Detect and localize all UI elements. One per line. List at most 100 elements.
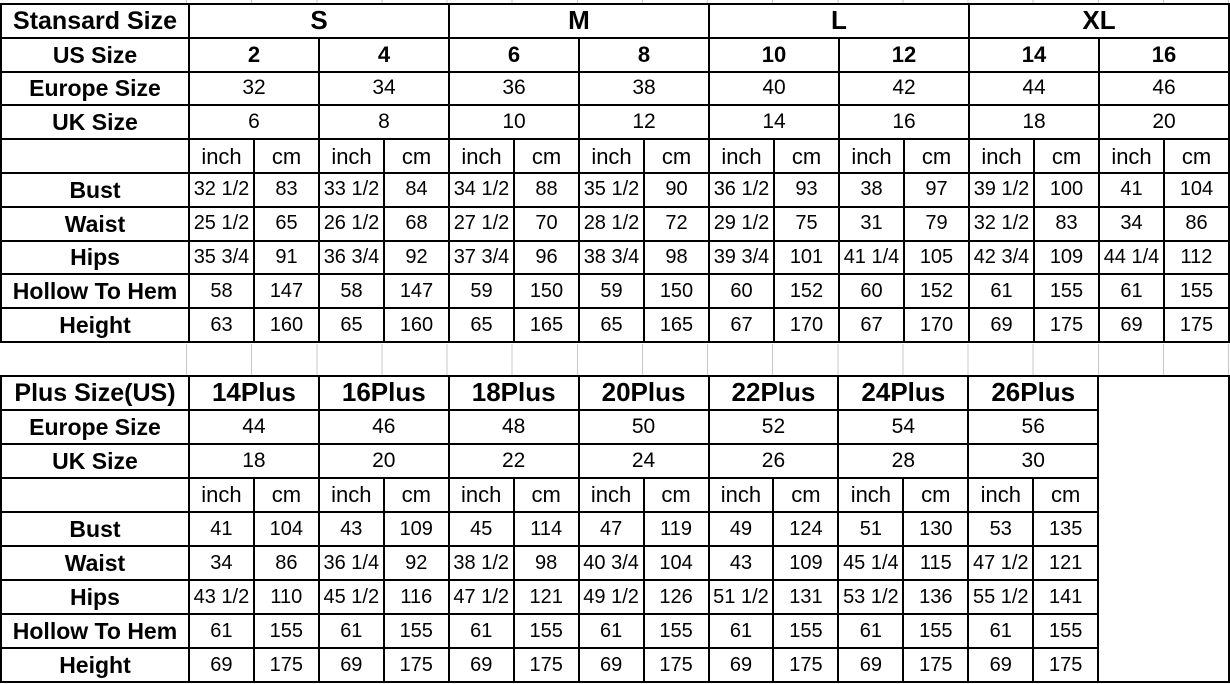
size-value-cell: 16 [838, 104, 970, 141]
size-value-cell: 42 [838, 70, 970, 107]
measure-value-cell: 51 [837, 511, 905, 547]
standard_table-corner-label: Stansard Size [0, 3, 190, 39]
measure-value-cell: 109 [382, 511, 450, 547]
unit-label-cell: inch [318, 138, 385, 174]
plus-size-table: Plus Size(US) 14Plus 16Plus 18Plus 20Plus 22P… [0, 375, 1230, 683]
top-gridline-strip [186, 0, 1229, 3]
measure-value-cell: 69 [187, 647, 255, 683]
size-value-cell: 44 [968, 70, 1100, 107]
unit-label-cell: cm [902, 477, 970, 513]
measure-value-cell: 109 [772, 545, 840, 581]
standard-size-table: Stansard Size S M L XL US Size 2 4 6 8 10 12 14 16 Eur… [0, 3, 1230, 343]
measure-value-cell: 98 [512, 545, 580, 581]
size-row-label: UK Size [0, 443, 190, 479]
measure-value-cell: 83 [253, 171, 320, 208]
measure-value-cell: 69 [1098, 307, 1165, 343]
measure-value-cell: 175 [772, 647, 840, 683]
measure-value-cell: 59 [578, 273, 645, 310]
measure-value-cell: 38 [838, 171, 905, 208]
measure-value-cell: 155 [512, 613, 580, 649]
unit-label-cell: inch [968, 138, 1035, 174]
size-value-cell: 6 [188, 104, 320, 141]
measure-value-cell: 41 1/4 [838, 239, 905, 276]
measure-value-cell: 32 1/2 [188, 171, 255, 208]
measure-value-cell: 155 [252, 613, 320, 649]
measure-value-cell: 160 [383, 307, 450, 343]
measure-value-cell: 39 1/2 [968, 171, 1035, 208]
measure-value-cell: 31 [838, 205, 905, 242]
measure-value-cell: 43 1/2 [187, 579, 255, 615]
unit-label-cell: inch [317, 477, 385, 513]
measure-value-cell: 61 [187, 613, 255, 649]
measure-value-cell: 126 [642, 579, 710, 615]
measure-value-cell: 35 3/4 [188, 239, 255, 276]
measure-value-cell: 86 [252, 545, 320, 581]
measure-value-cell: 36 1/4 [317, 545, 385, 581]
measure-value-cell: 59 [448, 273, 515, 310]
measure-value-cell: 69 [447, 647, 515, 683]
group-header-cell: 18Plus [447, 375, 580, 411]
measure-value-cell: 155 [1033, 273, 1100, 310]
measure-value-cell: 61 [968, 273, 1035, 310]
measure-value-cell: 61 [1098, 273, 1165, 310]
measure-value-cell: 61 [317, 613, 385, 649]
measure-value-cell: 152 [773, 273, 840, 310]
measure-value-cell: 165 [643, 307, 710, 343]
size-value-cell: 20 [317, 443, 450, 479]
size-value-cell: 12 [578, 104, 710, 141]
unit-row-empty-corner [0, 477, 190, 513]
size-value-cell: 12 [838, 36, 970, 73]
measure-value-cell: 90 [643, 171, 710, 208]
measure-value-cell: 36 3/4 [318, 239, 385, 276]
unit-label-cell: inch [707, 477, 775, 513]
size-value-cell: 56 [967, 409, 1100, 445]
size-value-cell: 18 [187, 443, 320, 479]
plus_table-corner-label: Plus Size(US) [0, 375, 190, 411]
size-value-cell: 10 [708, 36, 840, 73]
size-value-cell: 38 [578, 70, 710, 107]
measure-value-cell: 175 [512, 647, 580, 683]
measure-value-cell: 124 [772, 511, 840, 547]
measure-value-cell: 100 [1033, 171, 1100, 208]
measure-value-cell: 51 1/2 [707, 579, 775, 615]
measure-value-cell: 155 [772, 613, 840, 649]
measure-value-cell: 98 [643, 239, 710, 276]
measure-value-cell: 68 [383, 205, 450, 242]
size-value-cell: 32 [188, 70, 320, 107]
measure-value-cell: 170 [903, 307, 970, 343]
size-row-label: UK Size [0, 104, 190, 141]
unit-label-cell: cm [1032, 477, 1100, 513]
measure-value-cell: 104 [1163, 171, 1230, 208]
measure-value-cell: 61 [577, 613, 645, 649]
measure-value-cell: 45 [447, 511, 515, 547]
measure-value-cell: 110 [252, 579, 320, 615]
unit-label-cell: cm [382, 477, 450, 513]
measure-value-cell: 47 [577, 511, 645, 547]
measure-value-cell: 29 1/2 [708, 205, 775, 242]
measure-value-cell: 114 [512, 511, 580, 547]
size-value-cell: 40 [708, 70, 840, 107]
unit-label-cell: inch [187, 477, 255, 513]
size-value-cell: 24 [577, 443, 710, 479]
measure-value-cell: 150 [513, 273, 580, 310]
measure-value-cell: 119 [642, 511, 710, 547]
measure-value-cell: 175 [1163, 307, 1230, 343]
measure-value-cell: 40 3/4 [577, 545, 645, 581]
group-header-cell: 16Plus [317, 375, 450, 411]
gap-gridlines [186, 344, 1229, 375]
measure-value-cell: 61 [707, 613, 775, 649]
measure-value-cell: 136 [902, 579, 970, 615]
measure-value-cell: 53 1/2 [837, 579, 905, 615]
measure-value-cell: 160 [253, 307, 320, 343]
measure-value-cell: 155 [1163, 273, 1230, 310]
measure-value-cell: 61 [837, 613, 905, 649]
unit-label-cell: cm [643, 138, 710, 174]
group-header-cell: 20Plus [577, 375, 710, 411]
measure-value-cell: 27 1/2 [448, 205, 515, 242]
measure-value-cell: 39 3/4 [708, 239, 775, 276]
unit-label-cell: inch [577, 477, 645, 513]
measure-value-cell: 65 [448, 307, 515, 343]
measure-value-cell: 147 [383, 273, 450, 310]
measure-value-cell: 115 [902, 545, 970, 581]
